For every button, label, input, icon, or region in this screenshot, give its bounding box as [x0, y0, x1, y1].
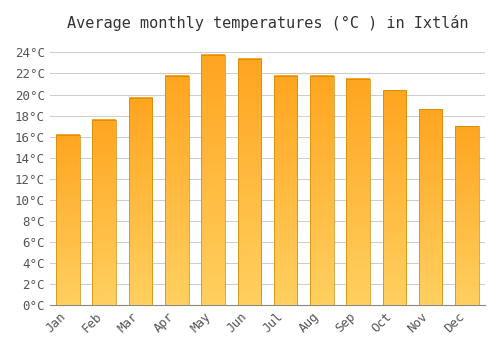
Bar	[310, 76, 334, 305]
Bar	[382, 90, 406, 305]
Bar	[346, 79, 370, 305]
Bar	[128, 98, 152, 305]
Bar	[202, 55, 225, 305]
Bar	[165, 76, 188, 305]
Title: Average monthly temperatures (°C ) in Ixtlán: Average monthly temperatures (°C ) in Ix…	[66, 15, 468, 31]
Bar	[128, 98, 152, 305]
Bar	[92, 120, 116, 305]
Bar	[238, 59, 261, 305]
Bar	[455, 126, 478, 305]
Bar	[346, 79, 370, 305]
Bar	[202, 55, 225, 305]
Bar	[274, 76, 297, 305]
Bar	[56, 134, 80, 305]
Bar	[310, 76, 334, 305]
Bar	[92, 120, 116, 305]
Bar	[56, 134, 80, 305]
Bar	[419, 109, 442, 305]
Bar	[238, 59, 261, 305]
Bar	[274, 76, 297, 305]
Bar	[382, 90, 406, 305]
Bar	[419, 109, 442, 305]
Bar	[455, 126, 478, 305]
Bar	[165, 76, 188, 305]
